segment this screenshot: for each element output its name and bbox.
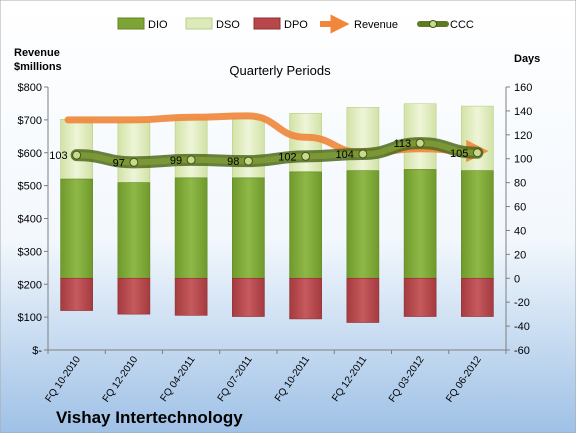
- dpo-bar: [346, 277, 380, 323]
- dpo-bar: [117, 277, 151, 315]
- ccc-data-label: 99: [170, 155, 182, 167]
- dio-bar: [174, 177, 208, 279]
- ccc-point: [415, 138, 425, 148]
- ccc-data-label: 105: [450, 148, 468, 160]
- ccc-data-label: 97: [113, 157, 125, 169]
- dio-bar: [117, 182, 151, 279]
- right-tick-label: 120: [514, 130, 532, 142]
- ccc-data-label: 98: [227, 156, 239, 168]
- dso-bar: [346, 107, 380, 171]
- legend-label-dio: DIO: [148, 19, 168, 31]
- right-tick-label: -20: [514, 297, 530, 309]
- legend: DIO DSO DPO Revenue CCC: [117, 14, 474, 34]
- right-tick-label: 60: [514, 202, 526, 214]
- dpo-bar: [289, 277, 322, 320]
- right-tick-label: -40: [514, 321, 530, 333]
- legend-label-revenue: Revenue: [354, 19, 398, 31]
- left-axis-label-line1: Revenue: [14, 47, 60, 59]
- ccc-point: [72, 150, 82, 160]
- ccc-point: [243, 156, 253, 166]
- right-tick-label: 100: [514, 154, 532, 166]
- ccc-point: [472, 148, 482, 158]
- chart-title: Quarterly Periods: [229, 63, 331, 78]
- ccc-data-label: 102: [278, 151, 296, 163]
- right-tick-label: 20: [514, 249, 526, 261]
- legend-swatch-dso: [185, 17, 213, 30]
- left-tick-label: $300: [18, 246, 42, 258]
- dio-bar: [461, 170, 494, 279]
- dio-bar: [346, 170, 380, 279]
- ccc-data-label: 103: [49, 150, 67, 162]
- right-tick-label: 140: [514, 106, 532, 118]
- dpo-bar: [60, 277, 93, 311]
- right-tick-label: 40: [514, 225, 526, 237]
- dso-bar: [461, 105, 494, 171]
- dpo-bar: [461, 277, 494, 317]
- right-tick-label: 160: [514, 82, 532, 94]
- dpo-bar: [232, 277, 265, 317]
- dso-bar: [117, 121, 151, 183]
- ccc-point: [186, 155, 196, 165]
- dio-bar: [403, 169, 437, 279]
- left-tick-label: $200: [18, 279, 42, 291]
- left-tick-label: $400: [18, 214, 42, 226]
- ccc-point: [301, 151, 311, 161]
- right-axis-label: Days: [514, 53, 540, 65]
- left-axis-label-line2: $millions: [14, 61, 62, 73]
- dso-bar: [403, 103, 437, 170]
- legend-swatch-dio: [117, 17, 145, 30]
- legend-swatch-dpo: [253, 17, 281, 30]
- left-tick-label: $-: [32, 345, 42, 357]
- dpo-bar: [174, 277, 208, 316]
- legend-label-dso: DSO: [216, 19, 240, 31]
- right-tick-label: -60: [514, 345, 530, 357]
- right-tick-label: 80: [514, 178, 526, 190]
- dio-bar: [60, 178, 93, 279]
- left-tick-label: $600: [18, 148, 42, 160]
- line-layer: 103 97 99 98 102 104 113 105: [49, 112, 489, 169]
- ccc-point: [129, 157, 139, 167]
- dio-bar: [289, 171, 322, 279]
- left-tick-label: $100: [18, 312, 42, 324]
- legend-label-dpo: DPO: [284, 19, 308, 31]
- left-tick-label: $800: [18, 82, 42, 94]
- left-tick-label: $700: [18, 115, 42, 127]
- ccc-point: [358, 149, 368, 159]
- ccc-data-label: 113: [394, 138, 412, 150]
- dio-bar: [232, 177, 265, 279]
- left-tick-label: $500: [18, 181, 42, 193]
- right-tick-label: 0: [514, 273, 520, 285]
- legend-swatch-ccc-point: [429, 20, 437, 28]
- legend-label-ccc: CCC: [450, 19, 474, 31]
- ccc-data-label: 104: [336, 149, 354, 161]
- dso-bar: [232, 117, 265, 179]
- company-name: Vishay Intertechnology: [56, 408, 243, 427]
- dpo-bar: [403, 277, 437, 317]
- dso-bar: [174, 117, 208, 179]
